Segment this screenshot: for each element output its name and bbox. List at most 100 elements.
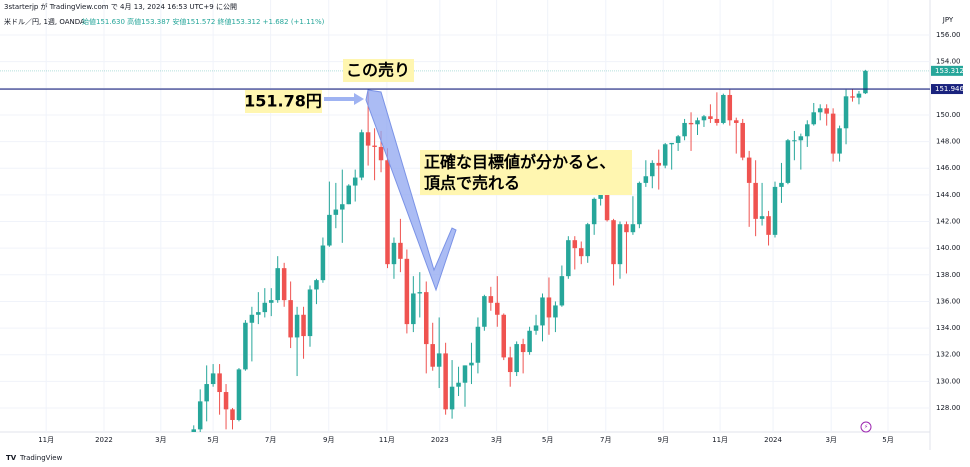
footer: TradingView — [19, 454, 63, 462]
candle-body — [740, 122, 745, 158]
candle-body — [630, 224, 636, 233]
annotation: 151.78円 — [244, 92, 322, 111]
candle-body — [204, 384, 209, 402]
candle-body — [236, 369, 242, 421]
candle-body — [281, 268, 287, 301]
x-tick-label: 9月 — [323, 436, 334, 444]
price-axis — [930, 0, 970, 467]
candle-body — [256, 312, 261, 315]
y-tick-label: 148.00 — [936, 138, 961, 146]
candle-body — [733, 120, 739, 123]
candle-body — [805, 124, 810, 137]
candle-body — [830, 113, 836, 154]
candle-body — [533, 325, 539, 331]
candle-body — [507, 357, 513, 373]
candle-body — [520, 344, 526, 353]
candle-body — [243, 322, 248, 370]
x-tick-label: 3月 — [825, 436, 836, 444]
candle-body — [333, 209, 339, 215]
price-line-label: 151.946 — [935, 85, 964, 93]
candle-body — [656, 162, 662, 166]
candle-body — [320, 245, 326, 281]
x-tick-label: 5月 — [542, 436, 553, 444]
candle-body — [314, 280, 319, 290]
candle-body — [475, 326, 481, 363]
big-arrow — [365, 89, 457, 292]
candle-body — [307, 289, 313, 337]
candle-body — [714, 118, 720, 123]
candle-body — [288, 300, 293, 338]
candle-body — [837, 128, 842, 154]
candle-body — [759, 216, 765, 219]
x-tick-label: 11月 — [379, 436, 395, 444]
candle-body — [495, 302, 500, 315]
ohlc: 始値151.630 高値153.387 安値151.572 終値153.312 … — [82, 17, 325, 26]
x-tick-label: 9月 — [658, 436, 669, 444]
y-tick-label: 154.00 — [936, 58, 961, 66]
candle-body — [327, 214, 332, 246]
candle-body — [501, 314, 507, 358]
candle-body — [695, 120, 700, 125]
candle-body — [385, 160, 390, 265]
event-icon-glyph[interactable]: ⚡ — [864, 424, 868, 431]
candle-body — [843, 96, 849, 129]
y-tick-label: 150.00 — [936, 111, 961, 119]
candle-body — [792, 140, 797, 142]
candle-body — [411, 293, 416, 325]
label-box — [343, 59, 414, 82]
x-tick-label: 2024 — [764, 436, 782, 444]
candle-body — [430, 344, 435, 367]
y-tick-label: 132.00 — [936, 351, 961, 359]
candle-body — [378, 146, 384, 161]
published-info: 3starterjp が TradingView.com で 4月 13, 20… — [4, 2, 237, 11]
last-price-tag — [931, 65, 963, 76]
last-price-label: 153.312 — [935, 67, 964, 75]
candle-body — [449, 386, 455, 410]
candle-body — [417, 292, 423, 294]
candle-body — [604, 190, 610, 221]
candle-body — [624, 224, 629, 233]
candle-body — [275, 268, 280, 301]
candle-body — [578, 248, 584, 257]
candle-body — [197, 401, 203, 430]
annotation: 頂点で売れる — [424, 174, 520, 193]
candle-body — [346, 185, 352, 205]
candle-body — [340, 204, 345, 210]
candle-body — [637, 182, 642, 225]
y-tick-label: 130.00 — [936, 377, 961, 385]
candle-body — [682, 122, 687, 137]
candle-body — [811, 112, 817, 125]
candle-body — [850, 96, 855, 98]
logo: TV — [6, 454, 17, 462]
candle-body — [856, 93, 862, 98]
candle-body — [817, 108, 823, 113]
y-tick-label: 140.00 — [936, 244, 961, 252]
candle-body — [662, 144, 668, 166]
x-tick-label: 7月 — [265, 436, 276, 444]
candle-body — [191, 429, 197, 432]
candle-body — [708, 116, 713, 119]
y-tick-label: 134.00 — [936, 324, 961, 332]
annotation: この売り — [346, 61, 410, 80]
candle-body — [785, 140, 791, 183]
candle-body — [721, 94, 726, 123]
candle-body — [746, 157, 752, 183]
candle-body — [591, 198, 597, 225]
candle-body — [566, 240, 571, 277]
candle-body — [268, 300, 274, 303]
candle-body — [766, 216, 771, 235]
candle-body — [559, 276, 565, 306]
y-tick-label: 136.00 — [936, 297, 961, 305]
y-tick-label: 156.00 — [936, 31, 961, 39]
y-tick-label: 146.00 — [936, 164, 961, 172]
x-tick-label: 2023 — [431, 436, 449, 444]
small-arrow — [324, 93, 364, 105]
x-tick-label: 11月 — [712, 436, 728, 444]
x-tick-label: 3月 — [155, 436, 166, 444]
event-icon[interactable] — [860, 421, 872, 433]
candle-body — [352, 177, 358, 186]
candle-body — [217, 373, 222, 393]
candle-body — [824, 108, 829, 114]
candle-body — [779, 182, 784, 187]
